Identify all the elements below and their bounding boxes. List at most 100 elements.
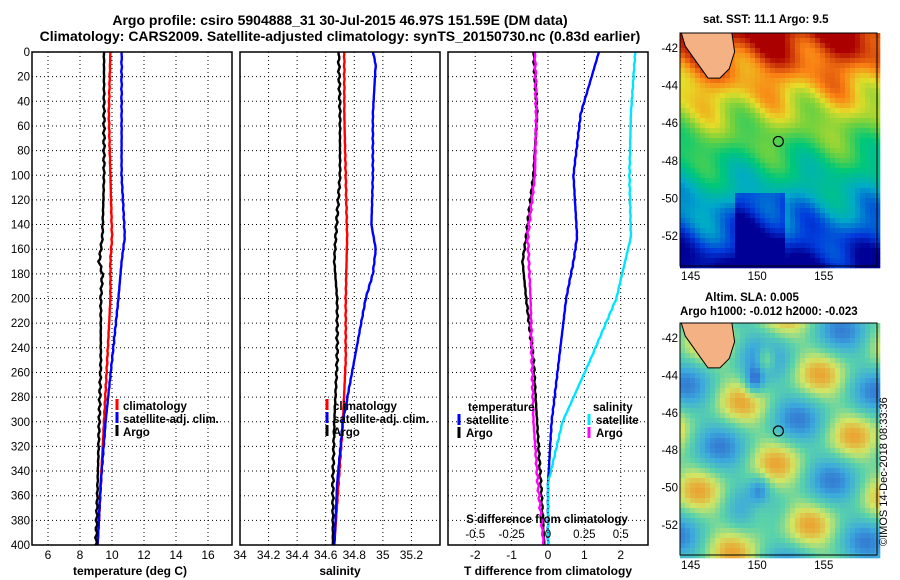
map-pixel	[785, 538, 791, 544]
map-pixel	[800, 533, 806, 539]
map-pixel	[755, 353, 761, 359]
map-pixel	[830, 68, 836, 74]
map-pixel	[830, 193, 836, 199]
map-pixel	[735, 348, 741, 354]
map-pixel	[790, 143, 796, 149]
map-pixel	[820, 228, 826, 234]
map-pixel	[745, 33, 751, 39]
map-pixel	[780, 168, 786, 174]
map-pixel	[750, 198, 756, 204]
map-pixel	[810, 33, 816, 39]
map-x-tick-label: 155	[814, 271, 833, 283]
map-pixel	[790, 323, 796, 329]
map-pixel	[765, 488, 771, 494]
map-pixel	[810, 63, 816, 69]
map-pixel	[740, 388, 746, 394]
map-pixel	[865, 133, 871, 139]
map-pixel	[845, 118, 851, 124]
map-pixel	[725, 423, 731, 429]
map-pixel	[835, 38, 841, 44]
map-pixel	[855, 78, 861, 84]
map-pixel	[810, 73, 816, 79]
map-pixel	[770, 353, 776, 359]
map-pixel	[695, 143, 701, 149]
map-pixel	[785, 208, 791, 214]
map-pixel	[820, 333, 826, 339]
map-pixel	[815, 353, 821, 359]
argo-float-marker	[772, 135, 784, 148]
map-pixel	[860, 328, 866, 334]
map-pixel	[730, 358, 736, 364]
map-pixel	[840, 103, 846, 109]
map-pixel	[735, 433, 741, 439]
map-pixel	[830, 388, 836, 394]
map-pixel	[855, 128, 861, 134]
map-pixel	[840, 258, 846, 264]
map-pixel	[750, 163, 756, 169]
map-pixel	[870, 433, 876, 439]
map-pixel	[695, 463, 701, 469]
map-pixel	[855, 473, 861, 479]
map-pixel	[730, 363, 736, 369]
map-pixel	[700, 173, 706, 179]
map-pixel	[760, 188, 766, 194]
map-pixel	[720, 88, 726, 94]
map-pixel	[780, 458, 786, 464]
map-pixel	[770, 518, 776, 524]
map-pixel	[875, 63, 881, 69]
map-pixel	[780, 88, 786, 94]
map-pixel	[680, 233, 686, 239]
map-pixel	[735, 363, 741, 369]
map-pixel	[740, 78, 746, 84]
map-pixel	[815, 543, 821, 549]
map-pixel	[680, 148, 686, 154]
map-pixel	[820, 348, 826, 354]
map-pixel	[715, 213, 721, 219]
map-pixel	[820, 443, 826, 449]
map-pixel	[795, 103, 801, 109]
map-pixel	[735, 158, 741, 164]
map-pixel	[765, 83, 771, 89]
map-pixel	[780, 418, 786, 424]
map-pixel	[850, 503, 856, 509]
map-pixel	[695, 238, 701, 244]
map-pixel	[780, 343, 786, 349]
map-pixel	[785, 213, 791, 219]
map-pixel	[845, 333, 851, 339]
map-pixel	[690, 128, 696, 134]
map-pixel	[830, 323, 836, 329]
map-pixel	[780, 238, 786, 244]
map-pixel	[685, 523, 691, 529]
map-pixel	[725, 493, 731, 499]
map-pixel	[865, 388, 871, 394]
map-pixel	[750, 548, 756, 554]
map-pixel	[830, 373, 836, 379]
map-pixel	[845, 363, 851, 369]
map-pixel	[840, 233, 846, 239]
map-pixel	[770, 378, 776, 384]
map-pixel	[735, 213, 741, 219]
map-pixel	[820, 483, 826, 489]
map-pixel	[785, 73, 791, 79]
map-pixel	[740, 48, 746, 54]
map-pixel	[780, 523, 786, 529]
map-pixel	[680, 78, 686, 84]
map-pixel	[860, 398, 866, 404]
map-pixel	[710, 553, 716, 559]
map-pixel	[850, 428, 856, 434]
map-pixel	[770, 543, 776, 549]
map-pixel	[805, 133, 811, 139]
map-pixel	[750, 413, 756, 419]
map-pixel	[780, 383, 786, 389]
map-pixel	[825, 143, 831, 149]
map-pixel	[875, 73, 881, 79]
map-pixel	[760, 508, 766, 514]
map-pixel	[780, 518, 786, 524]
map-pixel	[770, 138, 776, 144]
map-pixel	[790, 473, 796, 479]
map-pixel	[865, 458, 871, 464]
map-pixel	[690, 258, 696, 264]
map-pixel	[805, 368, 811, 374]
map-pixel	[700, 203, 706, 209]
map-pixel	[775, 448, 781, 454]
